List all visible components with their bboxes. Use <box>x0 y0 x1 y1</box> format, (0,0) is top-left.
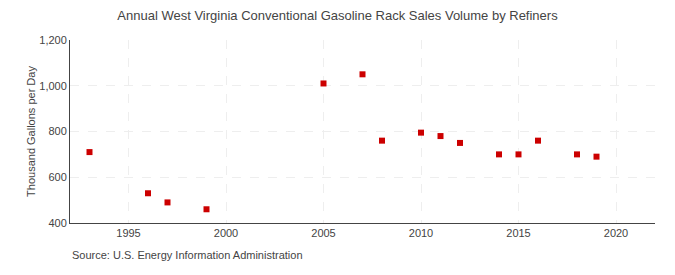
svg-text:Source: U.S. Energy Informatio: Source: U.S. Energy Information Administ… <box>72 249 303 261</box>
svg-text:1,000: 1,000 <box>39 80 67 92</box>
svg-text:600: 600 <box>48 171 66 183</box>
svg-text:Thousand Gallons per Day: Thousand Gallons per Day <box>25 66 37 197</box>
svg-text:1,200: 1,200 <box>39 34 67 46</box>
svg-text:2010: 2010 <box>409 227 433 239</box>
svg-text:2000: 2000 <box>214 227 238 239</box>
svg-text:Annual West Virginia Conventio: Annual West Virginia Conventional Gasoli… <box>117 8 558 23</box>
svg-text:2020: 2020 <box>604 227 628 239</box>
svg-text:1995: 1995 <box>116 227 140 239</box>
svg-text:2005: 2005 <box>311 227 335 239</box>
svg-text:2015: 2015 <box>506 227 530 239</box>
svg-text:800: 800 <box>48 125 66 137</box>
svg-text:400: 400 <box>48 217 66 229</box>
